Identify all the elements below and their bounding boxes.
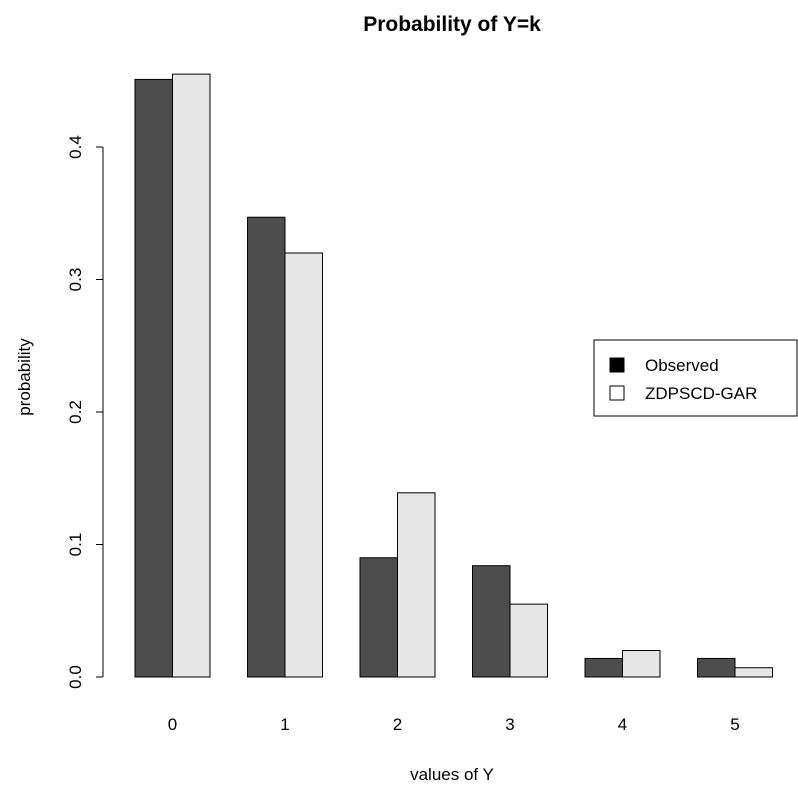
- bar-zdpscd-gar-1: [284, 252, 323, 678]
- y-tick-label: 0.1: [66, 533, 85, 557]
- bar-observed-1: [247, 216, 286, 678]
- y-tick-label: 0.4: [66, 135, 85, 159]
- x-tick-labels: 0 1 2 3 4 5: [168, 715, 740, 734]
- bar-zdpscd-gar-3: [509, 603, 548, 678]
- y-tick-label: 0.0: [66, 665, 85, 689]
- legend-swatch-zdpscd-gar: [609, 385, 625, 401]
- legend-label-observed: Observed: [645, 356, 719, 375]
- legend-box: [593, 339, 798, 417]
- x-axis-label: values of Y: [410, 765, 494, 784]
- x-tick-label: 2: [393, 715, 402, 734]
- bar-observed-3: [472, 565, 511, 678]
- y-axis: 0.0 0.1 0.2 0.3 0.4: [66, 135, 104, 689]
- bar-observed-4: [584, 657, 623, 678]
- bar-zdpscd-gar-0: [172, 73, 211, 678]
- x-tick-label: 0: [168, 715, 177, 734]
- x-tick-label: 1: [280, 715, 289, 734]
- bar-observed-2: [359, 557, 398, 678]
- x-tick-label: 4: [618, 715, 627, 734]
- legend-swatch-observed: [609, 357, 625, 373]
- legend-label-zdpscd-gar: ZDPSCD-GAR: [645, 384, 757, 403]
- x-tick-label: 3: [505, 715, 514, 734]
- bar-observed-5: [697, 657, 736, 678]
- x-tick-label: 5: [730, 715, 739, 734]
- legend: Observed ZDPSCD-GAR: [593, 339, 798, 417]
- y-axis-label: probability: [15, 338, 34, 416]
- y-tick-label: 0.3: [66, 268, 85, 292]
- y-tick-label: 0.2: [66, 400, 85, 424]
- bar-zdpscd-gar-4: [622, 650, 661, 678]
- bar-zdpscd-gar-5: [734, 667, 773, 678]
- bar-observed-0: [134, 78, 173, 678]
- bar-zdpscd-gar-2: [397, 492, 436, 678]
- bars-group: [134, 73, 773, 678]
- chart-title: Probability of Y=k: [363, 13, 541, 36]
